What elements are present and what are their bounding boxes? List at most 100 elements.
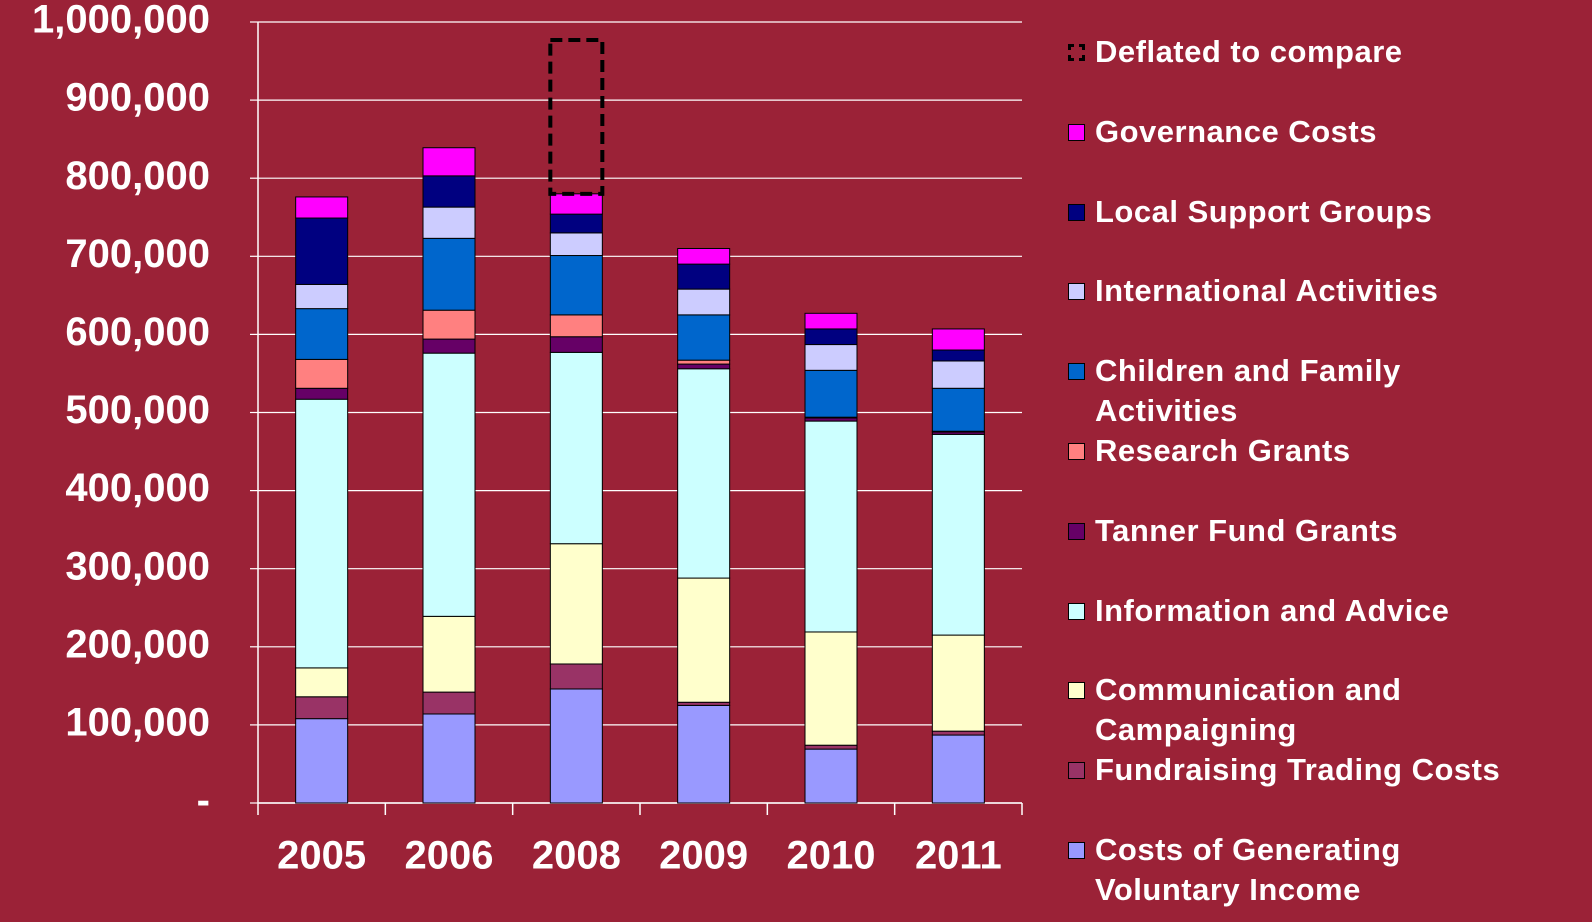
bar-segment: [804, 328, 858, 346]
x-tick-label: 2005: [277, 834, 366, 878]
legend-swatch: [1068, 602, 1085, 620]
bar-segment: [295, 196, 349, 219]
bar-segment: [422, 713, 476, 804]
bar-segment: [677, 704, 731, 804]
bar-segment: [295, 398, 349, 669]
x-tick-label: 2008: [532, 834, 621, 878]
bar-segment: [422, 352, 476, 617]
bar-segment: [548, 37, 605, 196]
bar-segment: [804, 744, 858, 750]
legend-label: Children and Family Activities: [1095, 353, 1401, 429]
y-tick-label: 1,000,000: [32, 0, 210, 42]
bar-segment: [931, 730, 985, 736]
bar-segment: [295, 718, 349, 804]
bar-segment: [422, 206, 476, 239]
x-tick-label: 2011: [915, 834, 1002, 878]
legend-swatch: [1068, 842, 1085, 859]
bar-segment: [931, 360, 985, 389]
legend-item: Costs of Generating Voluntary Income: [1068, 830, 1568, 910]
legend-item: Communication and Campaigning: [1068, 670, 1568, 750]
bar-segment: [931, 349, 985, 362]
bar-segment: [549, 336, 603, 353]
x-tick-label: 2006: [405, 834, 494, 878]
bar-segment: [804, 420, 858, 633]
y-tick-label: 400,000: [65, 466, 210, 510]
x-tick-label: 2010: [787, 834, 876, 878]
bar-segment: [295, 667, 349, 698]
bar-segment: [677, 247, 731, 265]
bar-segment: [549, 314, 603, 338]
legend-label: Governance Costs: [1095, 113, 1377, 149]
legend-label: Communication and Campaigning: [1095, 672, 1402, 748]
bar-segment: [677, 314, 731, 361]
bar-segment: [295, 387, 349, 400]
legend-label: Fundraising Trading Costs: [1095, 752, 1501, 788]
bar-segment: [422, 147, 476, 177]
legend-swatch: [1068, 443, 1085, 460]
bar-segment: [422, 175, 476, 208]
legend-swatch: [1068, 123, 1085, 141]
legend-swatch: [1068, 283, 1085, 301]
bar-segment: [804, 344, 858, 371]
y-tick-label: 100,000: [65, 700, 210, 744]
bar-segment: [549, 255, 603, 316]
legend-item: Fundraising Trading Costs: [1068, 750, 1568, 790]
legend-swatch: [1068, 762, 1085, 780]
legend-label: Local Support Groups: [1095, 193, 1433, 229]
legend-item: International Activities: [1068, 271, 1568, 311]
bar-segment: [422, 309, 476, 340]
y-tick-label: 700,000: [65, 232, 210, 276]
x-tick-label: 2009: [659, 834, 748, 878]
bar-segment: [295, 308, 349, 360]
bar-segment: [549, 232, 603, 257]
bar-segment: [422, 615, 476, 693]
bar-segment: [931, 634, 985, 732]
legend-label: International Activities: [1095, 273, 1439, 309]
bar-segment: [804, 312, 858, 330]
bar-segment: [295, 217, 349, 285]
y-tick-label: 500,000: [65, 388, 210, 432]
legend-item: Tanner Fund Grants: [1068, 511, 1568, 551]
legend-item: Local Support Groups: [1068, 192, 1568, 232]
bar-segment: [549, 688, 603, 804]
bar-segment: [295, 283, 349, 310]
legend-item: Deflated to compare: [1068, 32, 1568, 72]
y-tick-label: 800,000: [65, 154, 210, 198]
bar-segment: [931, 328, 985, 351]
bar-segment: [295, 358, 349, 389]
legend-label: Tanner Fund Grants: [1095, 512, 1398, 548]
y-tick-label: -: [197, 779, 210, 823]
legend-swatch: [1068, 682, 1085, 700]
y-tick-label: 200,000: [65, 622, 210, 666]
bar-segment: [549, 543, 603, 665]
bar-segment: [295, 696, 349, 720]
legend-label: Costs of Generating Voluntary Income: [1095, 832, 1401, 907]
bar-segment: [931, 387, 985, 432]
y-tick-label: 600,000: [65, 310, 210, 354]
bar-segment: [677, 263, 731, 290]
bar-segment: [549, 351, 603, 545]
bar-segment: [549, 213, 603, 234]
legend-swatch: [1068, 363, 1085, 381]
bar-segment: [931, 734, 985, 804]
bar-segment: [931, 433, 985, 636]
bar-segment: [804, 631, 858, 746]
bar-segment: [422, 237, 476, 311]
legend-item: Children and Family Activities: [1068, 351, 1568, 431]
bar-segment: [677, 368, 731, 579]
bar-segment: [677, 359, 731, 365]
bar-segment: [677, 288, 731, 316]
legend-item: Research Grants: [1068, 431, 1568, 471]
y-tick-label: 300,000: [65, 544, 210, 588]
legend-swatch: [1068, 44, 1085, 61]
bar-segment: [422, 338, 476, 354]
bar-segment: [677, 577, 731, 703]
bar-segment: [549, 663, 603, 690]
legend-item: Governance Costs: [1068, 112, 1568, 152]
bar-segment: [804, 748, 858, 804]
legend-swatch: [1068, 522, 1085, 540]
legend-swatch: [1068, 203, 1085, 221]
legend-item: Information and Advice: [1068, 591, 1568, 631]
